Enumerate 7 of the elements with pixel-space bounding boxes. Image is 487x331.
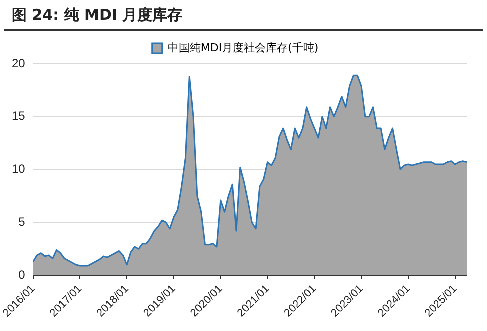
y-tick-label: 0 (18, 268, 26, 282)
y-tick-label: 20 (12, 56, 26, 70)
legend-label: 中国纯MDI月度社会库存(千吨) (168, 41, 319, 54)
chart-title: 图 24: 纯 MDI 月度库存 (4, 0, 483, 31)
y-tick-label: 5 (18, 214, 26, 229)
y-tick-label: 10 (12, 162, 26, 176)
y-tick-label: 15 (12, 109, 26, 124)
